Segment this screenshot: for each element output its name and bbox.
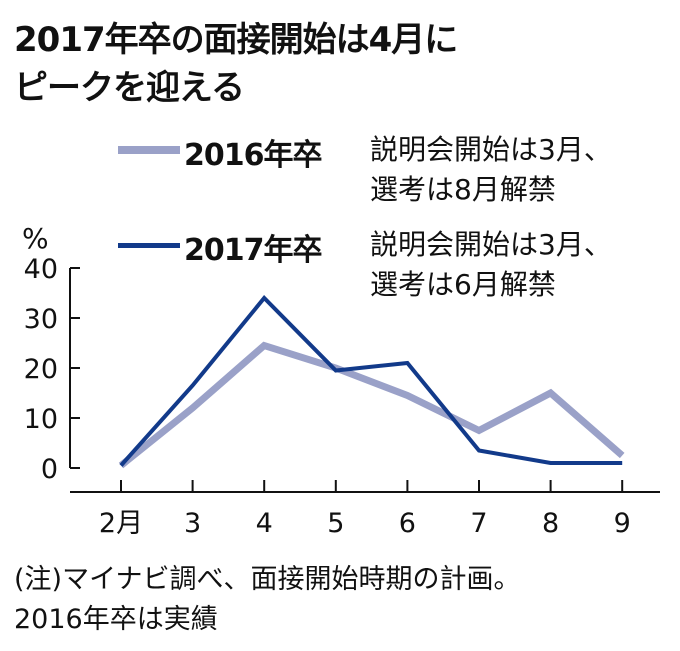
legend-name-2017: 2017年卒: [184, 233, 322, 268]
legend-desc-2016-line2: 選考は8月解禁: [370, 173, 556, 206]
series-line-2017: [119, 295, 623, 467]
series-line-2016: [118, 341, 625, 469]
chart-series: [118, 295, 625, 469]
y-tick-label: 30: [24, 304, 58, 335]
legend-desc-2016-line1: 説明会開始は3月、: [370, 133, 612, 166]
y-axis-unit: %: [22, 222, 49, 255]
x-tick-label: 5: [327, 508, 344, 539]
chart-note-line1: (注)マイナビ調べ、面接開始時期の計画。: [14, 564, 521, 595]
x-tick-label: 9: [614, 508, 631, 539]
legend-desc-2017-line2: 選考は6月解禁: [370, 268, 556, 301]
y-tick-label: 40: [24, 254, 58, 285]
legend-swatch-2017: [118, 243, 180, 248]
legend-swatch-2016: [118, 146, 180, 154]
x-tick-label: 7: [470, 508, 487, 539]
legend-name-2016: 2016年卒: [184, 138, 322, 173]
chart-note: (注)マイナビ調べ、面接開始時期の計画。 2016年卒は実績: [14, 560, 521, 640]
x-tick-label: 4: [256, 508, 273, 539]
y-tick-label: 10: [24, 404, 58, 435]
x-tick-label: 6: [399, 508, 416, 539]
legend-desc-2016: 説明会開始は3月、 選考は8月解禁: [370, 130, 612, 210]
chart-note-line2: 2016年卒は実績: [14, 604, 218, 635]
y-tick-label: 20: [24, 354, 58, 385]
y-tick-label: 0: [41, 454, 58, 485]
legend-desc-2017: 説明会開始は3月、 選考は6月解禁: [370, 225, 612, 305]
x-tick-label: 8: [542, 508, 559, 539]
legend-desc-2017-line1: 説明会開始は3月、: [370, 228, 612, 261]
chart-title-line1: 2017年卒の面接開始は4月に: [14, 20, 458, 60]
x-tick-label: 2月: [99, 508, 143, 539]
chart-axes: 0 10 20 30 40 2月 3 4 5 6 7 8 9: [24, 254, 660, 539]
x-tick-label: 3: [184, 508, 201, 539]
chart-title-line2: ピークを迎える: [14, 68, 245, 108]
